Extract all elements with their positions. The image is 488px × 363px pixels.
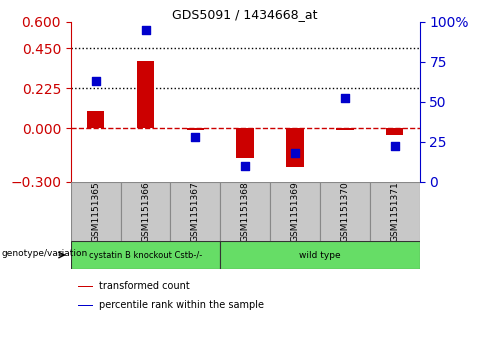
Bar (286, 128, 304, 167)
Bar (121, 182, 170, 241)
Bar (220, 241, 420, 269)
Bar (71, 241, 220, 269)
Bar (78, 305, 93, 306)
Point (92, 78, 100, 84)
Bar (270, 182, 320, 241)
Bar (220, 182, 270, 241)
Bar (336, 128, 354, 130)
Text: transformed count: transformed count (99, 281, 189, 291)
Text: GSM1151367: GSM1151367 (191, 181, 200, 242)
Point (191, 134, 199, 140)
Bar (386, 128, 404, 135)
Text: percentile rank within the sample: percentile rank within the sample (99, 300, 264, 310)
Bar (320, 182, 370, 241)
Point (341, 95, 349, 101)
Point (242, 163, 249, 168)
Text: cystatin B knockout Cstb-/-: cystatin B knockout Cstb-/- (89, 250, 202, 260)
Bar (87, 110, 104, 128)
Text: GSM1151368: GSM1151368 (241, 181, 250, 242)
Point (391, 143, 399, 149)
Text: GSM1151366: GSM1151366 (141, 181, 150, 242)
Text: GSM1151371: GSM1151371 (390, 181, 399, 242)
Bar (370, 182, 420, 241)
Bar (186, 128, 204, 130)
Bar (71, 182, 121, 241)
Bar (170, 182, 220, 241)
Bar (137, 61, 154, 128)
Text: wild type: wild type (299, 250, 341, 260)
Bar (237, 128, 254, 158)
Text: GSM1151365: GSM1151365 (91, 181, 100, 242)
Text: genotype/variation: genotype/variation (1, 249, 88, 258)
Point (142, 27, 149, 33)
Title: GDS5091 / 1434668_at: GDS5091 / 1434668_at (172, 8, 318, 21)
Point (291, 150, 299, 156)
Text: GSM1151369: GSM1151369 (290, 181, 300, 242)
Bar (78, 286, 93, 287)
Text: GSM1151370: GSM1151370 (341, 181, 349, 242)
